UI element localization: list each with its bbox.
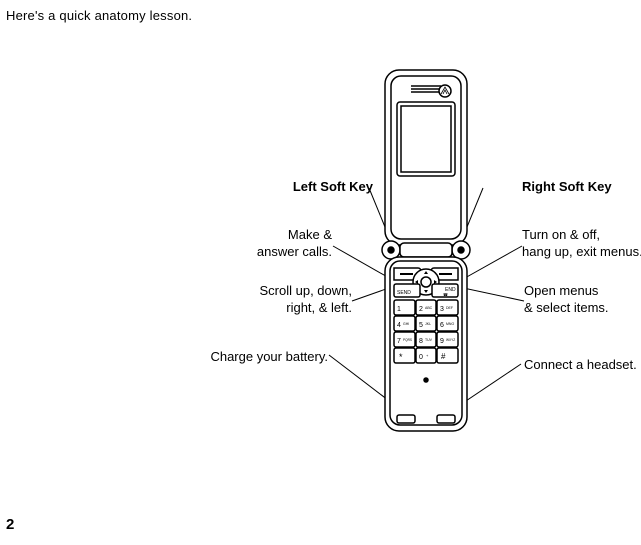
key-8-sub: TUV <box>425 338 433 342</box>
key-2-sub: ABC <box>425 306 433 310</box>
key-5: 5 <box>419 322 423 329</box>
key-1: 1 <box>397 306 401 313</box>
key-3: 3 <box>440 306 444 313</box>
key-hash: # <box>441 352 446 361</box>
key-send: SEND <box>397 290 411 296</box>
key-7: 7 <box>397 338 401 345</box>
phone-diagram: SEND END ☎ 1 2ABC 3DEF 4GHI 5JKL 6MNO 7P… <box>347 60 507 480</box>
key-0: 0 <box>419 354 423 361</box>
key-3-sub: DEF <box>446 306 453 310</box>
key-4: 4 <box>397 322 401 329</box>
key-star: * <box>399 352 403 362</box>
key-9: 9 <box>440 338 444 345</box>
key-7-sub: PQRS <box>403 338 412 342</box>
leader-lines <box>0 0 641 545</box>
key-6: 6 <box>440 322 444 329</box>
key-4-sub: GHI <box>403 322 409 326</box>
key-5-sub: JKL <box>425 322 431 326</box>
svg-text:☎: ☎ <box>443 292 448 297</box>
key-2: 2 <box>419 306 423 313</box>
key-6-sub: MNO <box>446 322 454 326</box>
key-9-sub: WXYZ <box>446 338 455 342</box>
key-8: 8 <box>419 338 423 345</box>
